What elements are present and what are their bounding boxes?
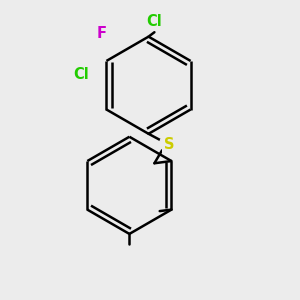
- Text: S: S: [164, 137, 174, 152]
- Text: Cl: Cl: [146, 14, 162, 29]
- Text: S: S: [164, 137, 174, 152]
- Text: Cl: Cl: [73, 68, 89, 82]
- Text: F: F: [96, 26, 106, 41]
